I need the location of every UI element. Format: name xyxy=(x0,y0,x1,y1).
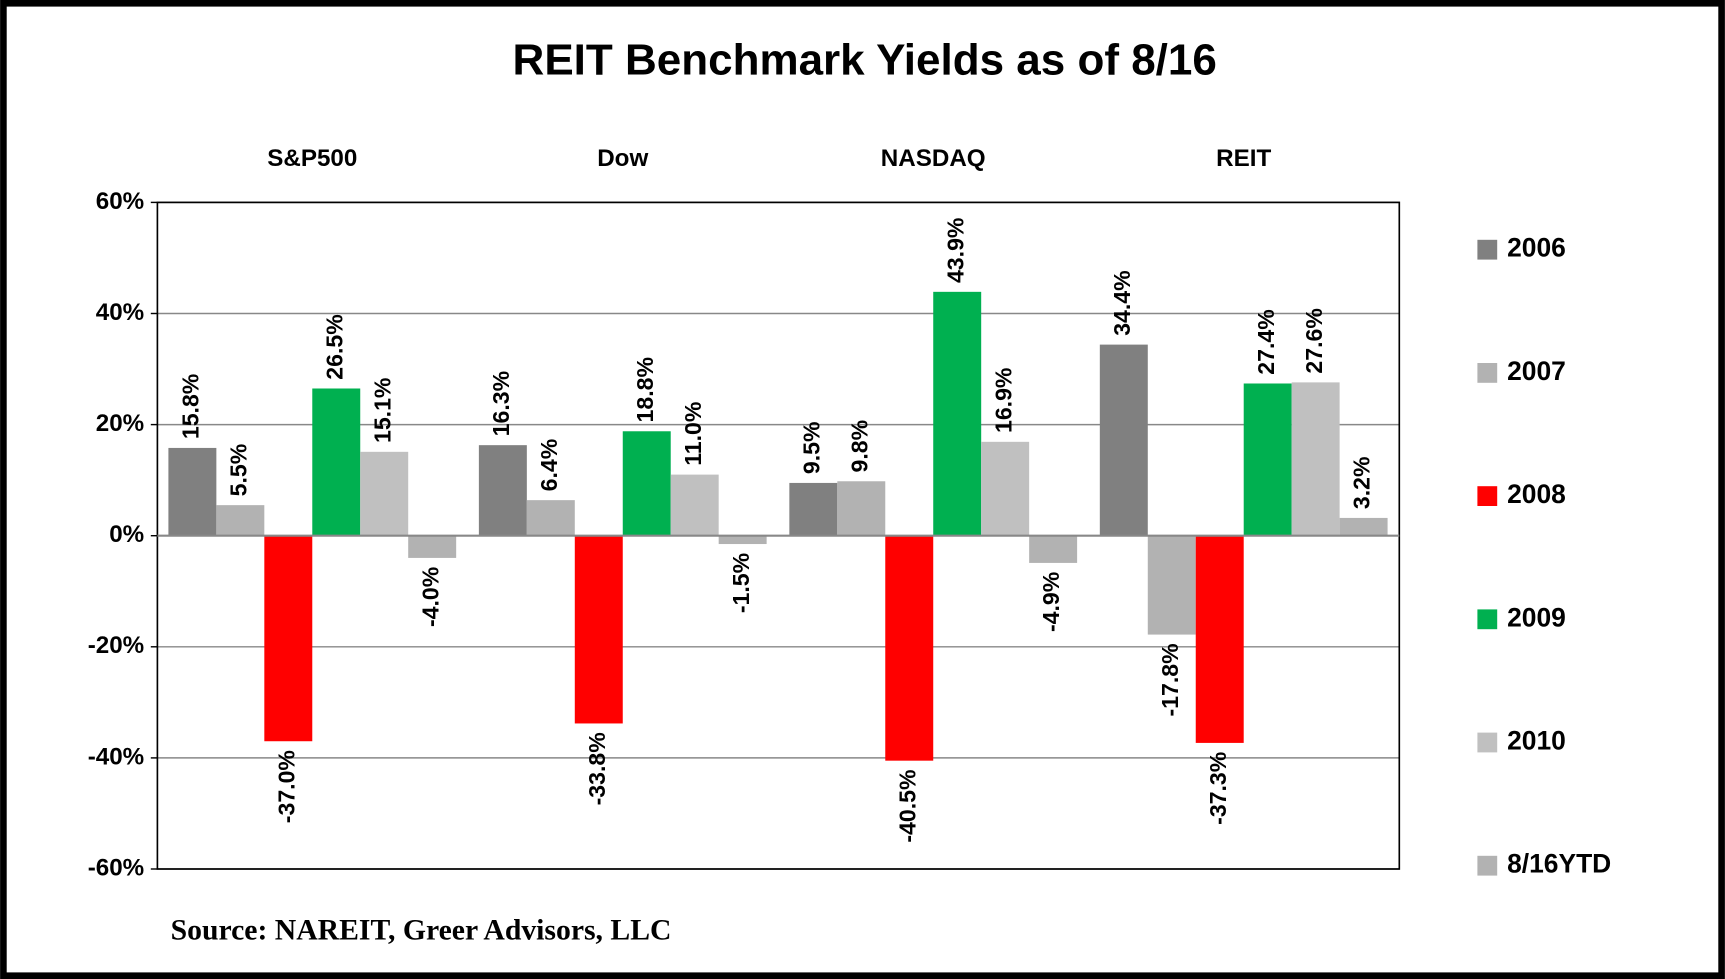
bar xyxy=(1243,383,1292,536)
legend-swatch xyxy=(1477,363,1498,383)
data-label: -4.0% xyxy=(417,567,443,627)
bar xyxy=(408,535,457,558)
data-label: 34.4% xyxy=(1109,270,1135,335)
bar xyxy=(1195,535,1244,743)
bar xyxy=(216,505,265,536)
data-label: -4.9% xyxy=(1038,572,1064,632)
data-label: -1.5% xyxy=(728,553,754,613)
data-label: -40.5% xyxy=(894,769,920,842)
legend-swatch xyxy=(1477,609,1498,630)
data-label: 15.1% xyxy=(369,378,395,443)
source-note: Source: NAREIT, Greer Advisors, LLC xyxy=(171,915,672,947)
bar xyxy=(981,441,1030,536)
data-label: 27.6% xyxy=(1301,308,1327,373)
legend-swatch xyxy=(1477,239,1498,260)
legend-swatch xyxy=(1477,855,1498,876)
data-label: 9.5% xyxy=(798,421,824,474)
data-label: -37.0% xyxy=(273,750,299,823)
legend-label: 2006 xyxy=(1507,233,1566,263)
data-label: 5.5% xyxy=(225,444,251,497)
y-tick-label: 40% xyxy=(96,299,144,326)
bar xyxy=(670,474,719,536)
bar xyxy=(885,535,934,761)
bar xyxy=(622,431,671,536)
category-label: NASDAQ xyxy=(881,145,986,172)
bar xyxy=(789,482,838,536)
bar xyxy=(168,447,217,536)
legend-label: 8/16YTD xyxy=(1507,849,1611,879)
data-label: 3.2% xyxy=(1349,456,1375,509)
data-label: 9.8% xyxy=(846,420,872,473)
legend-swatch xyxy=(1477,486,1498,506)
data-label: 15.8% xyxy=(177,374,203,439)
legend-swatch xyxy=(1477,732,1498,753)
data-label: 16.9% xyxy=(990,368,1016,433)
bar xyxy=(1029,535,1078,563)
data-label: 11.0% xyxy=(680,402,706,466)
legend-label: 2009 xyxy=(1507,602,1566,632)
bar xyxy=(1339,517,1388,536)
data-label: 18.8% xyxy=(632,357,658,422)
category-label: S&P500 xyxy=(267,145,357,172)
legend-label: 2010 xyxy=(1507,725,1566,755)
y-tick-label: 0% xyxy=(109,521,144,548)
bar xyxy=(526,500,575,536)
y-tick-label: 20% xyxy=(96,410,144,437)
bar xyxy=(1099,344,1148,536)
category-label: REIT xyxy=(1216,145,1271,172)
y-tick-label: -60% xyxy=(88,854,144,881)
legend-label: 2008 xyxy=(1507,479,1566,509)
bar xyxy=(360,451,409,536)
bar xyxy=(1291,382,1340,536)
bar xyxy=(312,388,361,536)
bar xyxy=(1147,535,1196,635)
data-label: 6.4% xyxy=(536,439,562,492)
bar xyxy=(478,445,527,536)
chart-title: REIT Benchmark Yields as of 8/16 xyxy=(513,35,1217,84)
bar xyxy=(574,535,623,724)
category-label: Dow xyxy=(597,145,648,172)
data-label: 16.3% xyxy=(488,371,514,436)
y-tick-label: 60% xyxy=(96,188,144,215)
bar xyxy=(933,291,982,536)
bar xyxy=(837,481,886,536)
data-label: -17.8% xyxy=(1157,643,1183,716)
data-label: -33.8% xyxy=(584,732,610,805)
data-label: -37.3% xyxy=(1205,752,1231,825)
legend-label: 2007 xyxy=(1507,356,1566,386)
data-label: 26.5% xyxy=(321,314,347,379)
bar xyxy=(264,535,313,742)
y-tick-label: -20% xyxy=(88,632,144,659)
y-tick-label: -40% xyxy=(88,743,144,770)
data-label: 27.4% xyxy=(1253,309,1279,374)
data-label: 43.9% xyxy=(942,218,968,283)
bar xyxy=(718,535,767,545)
